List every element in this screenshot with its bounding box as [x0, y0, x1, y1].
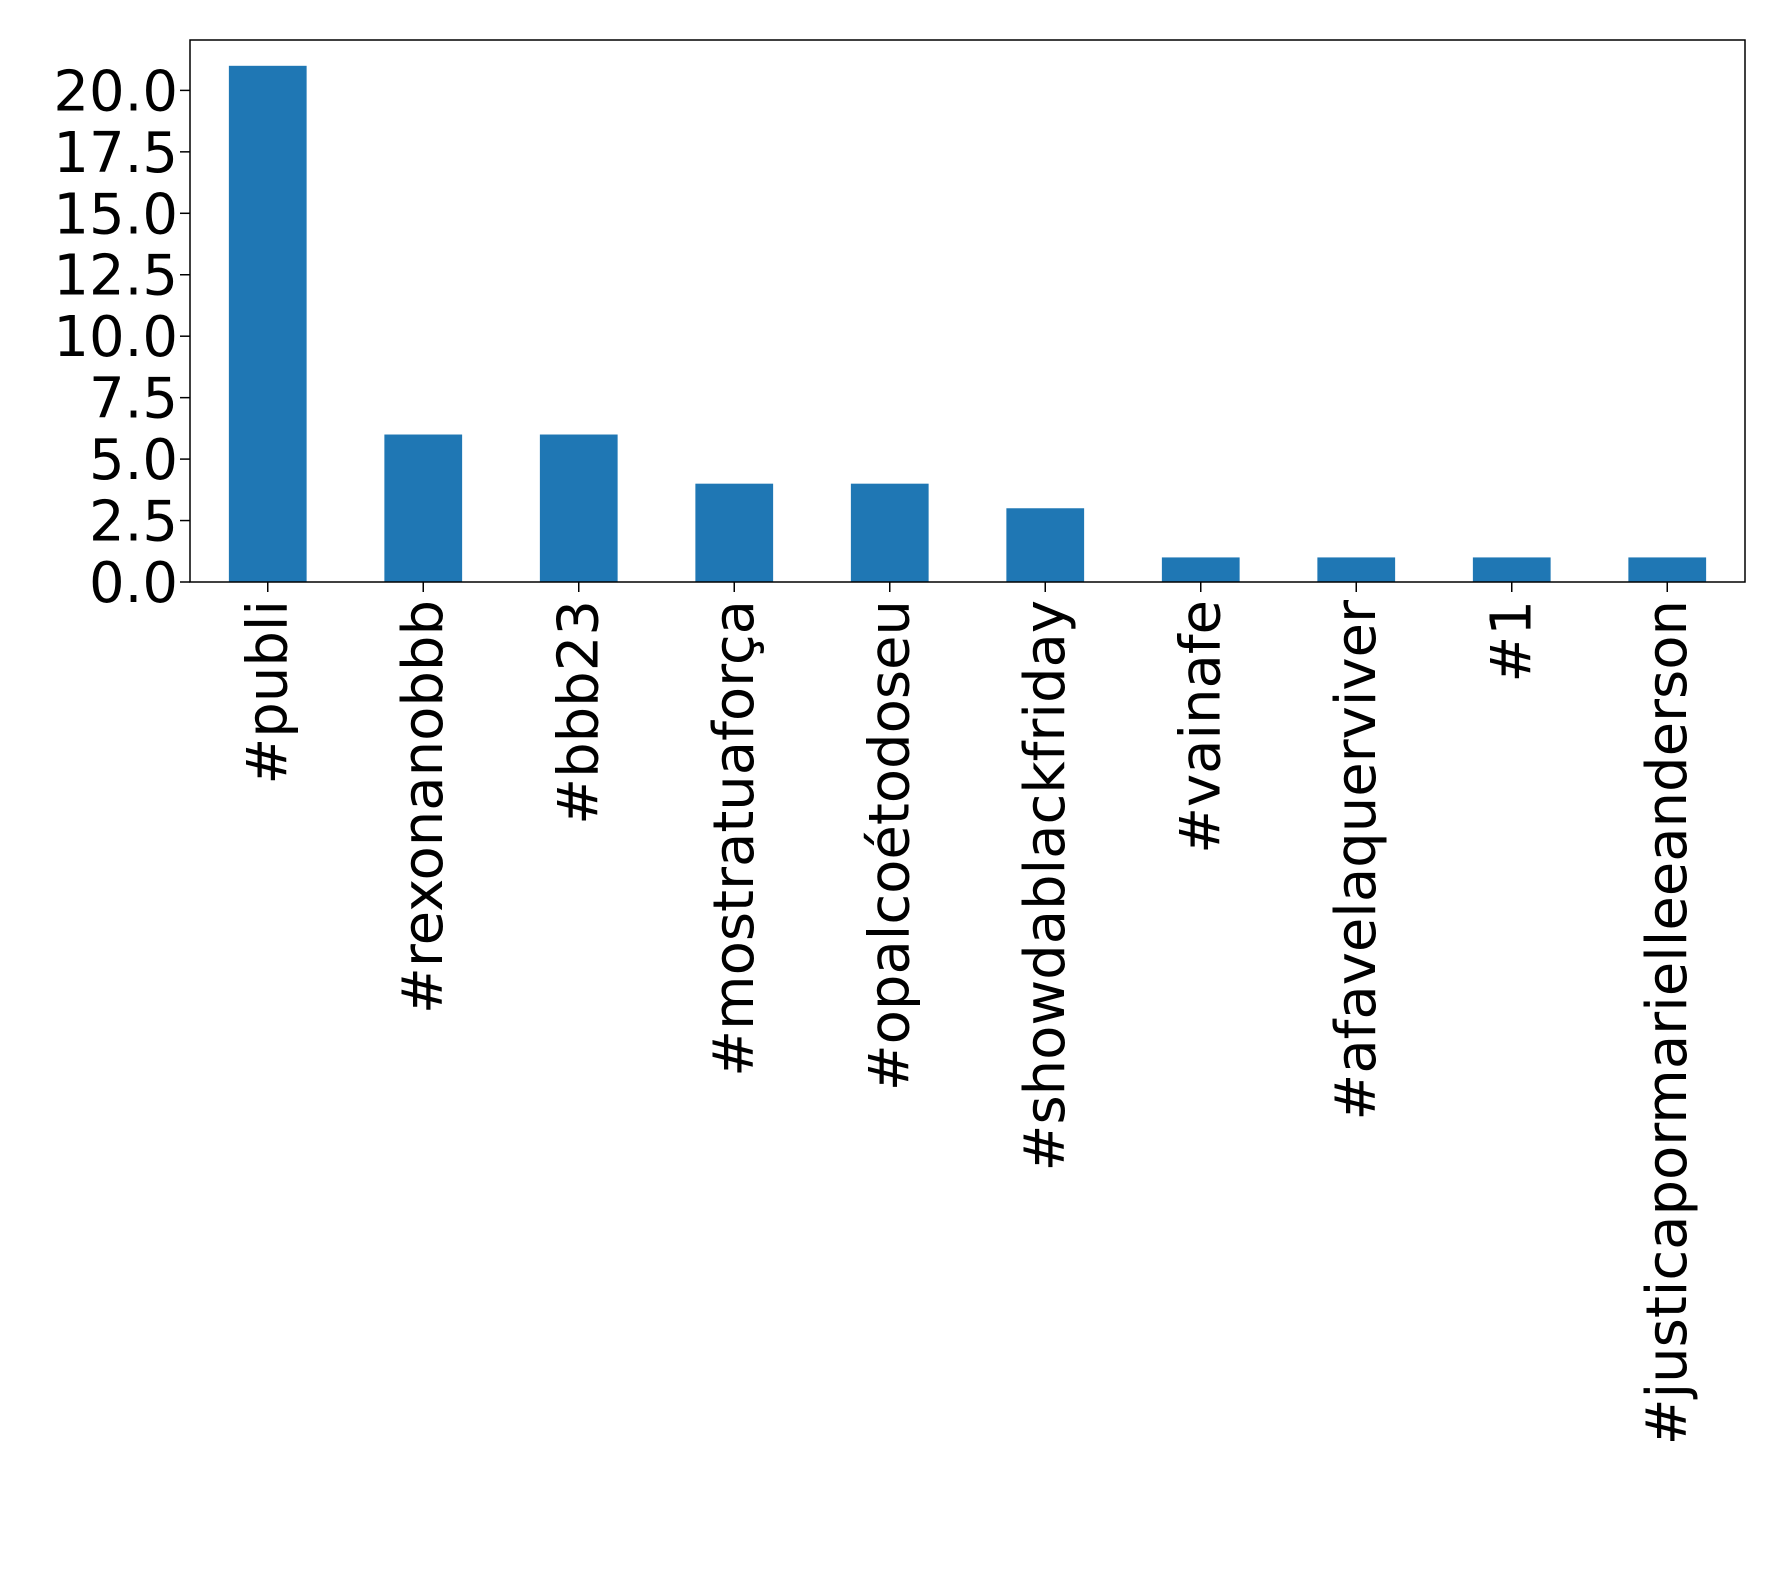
bar	[695, 483, 774, 582]
y-tick-label: 2.5	[89, 490, 178, 555]
bar	[539, 434, 618, 582]
x-axis: #publi #rexonanobbb #bbb23 #mostratuaforça #…	[235, 582, 1700, 1445]
x-tick-label: #afavelaquerviver	[1324, 599, 1389, 1121]
x-tick-label: #rexonanobbb	[391, 600, 456, 1014]
bar	[228, 65, 307, 583]
x-tick-label: #1	[1479, 600, 1544, 683]
bar	[1161, 557, 1240, 582]
bar	[850, 483, 929, 582]
y-tick-label: 17.5	[53, 121, 178, 186]
x-tick-label: #bbb23	[546, 600, 611, 825]
x-tick-label: #showdablackfriday	[1013, 600, 1078, 1171]
y-tick-label: 0.0	[89, 551, 178, 616]
y-tick-label: 15.0	[53, 182, 178, 247]
y-tick-label: 12.5	[53, 244, 178, 309]
x-tick-label: #publi	[235, 600, 300, 785]
bar	[384, 434, 463, 582]
x-tick-label: #justicapormarielleeanderson	[1635, 600, 1700, 1445]
plot-frame	[189, 39, 1746, 583]
bar	[1317, 557, 1396, 582]
bar	[1472, 557, 1551, 582]
y-axis: 0.02.55.07.510.012.515.017.520.0	[53, 59, 190, 616]
y-tick-label: 7.5	[89, 367, 178, 432]
y-tick-label: 5.0	[89, 428, 178, 493]
bar	[1006, 508, 1085, 582]
x-tick-label: #opalcoétodoseu	[857, 600, 922, 1091]
bars-layer	[228, 65, 1707, 583]
bar	[1628, 557, 1707, 582]
x-tick-label: #vainafe	[1168, 600, 1233, 854]
x-tick-label: #mostratuaforça	[702, 600, 767, 1077]
y-tick-label: 20.0	[53, 59, 178, 124]
y-tick-label: 10.0	[53, 305, 178, 370]
